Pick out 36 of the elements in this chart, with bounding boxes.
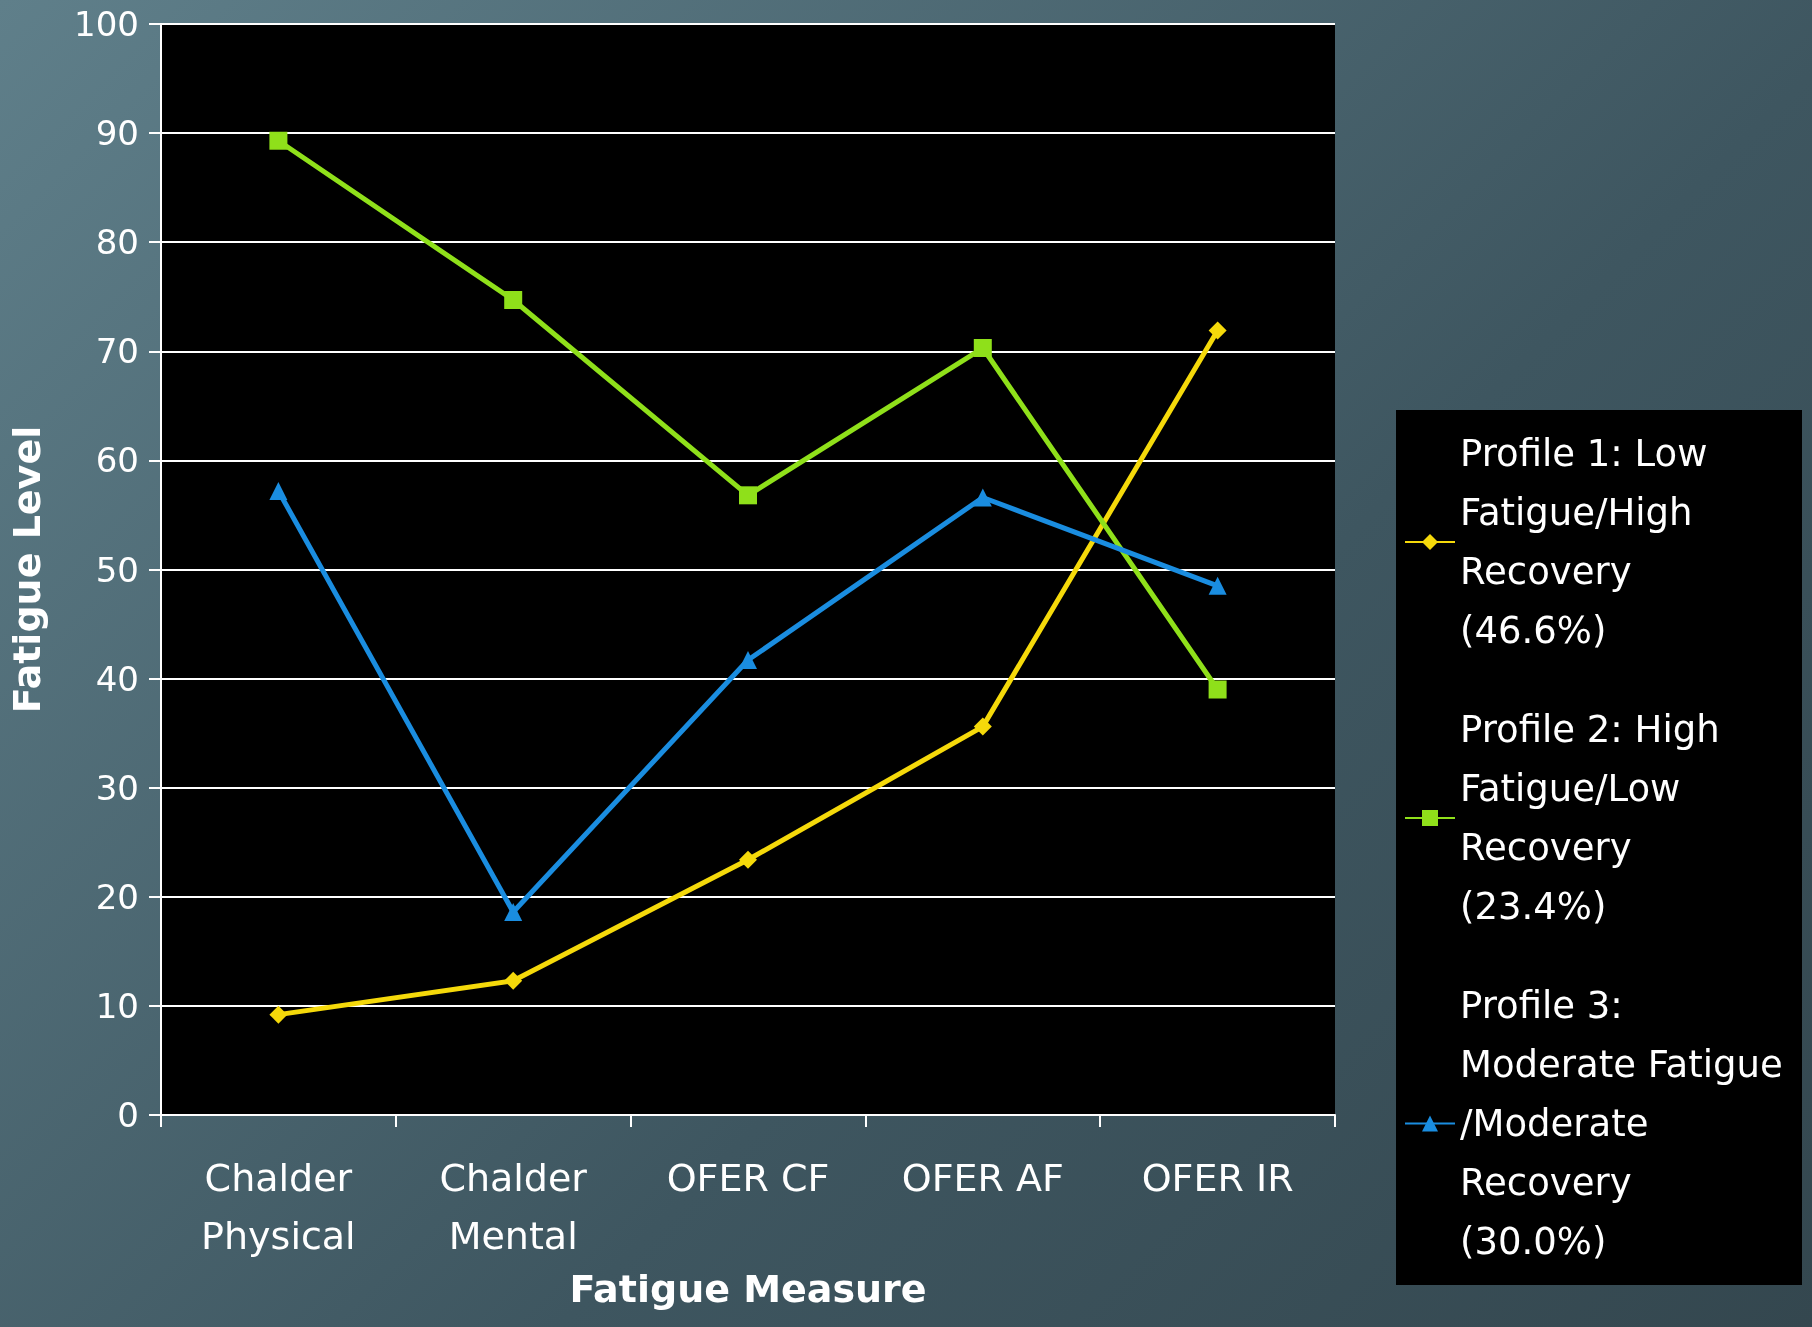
y-tick-label: 60 <box>95 440 139 481</box>
point <box>739 651 757 670</box>
point <box>739 486 757 505</box>
y-tick-label: 40 <box>95 658 139 699</box>
legend-label: Profile 2: High Fatigue/Low Recovery (23.4%) <box>1460 708 1732 928</box>
point <box>504 903 523 922</box>
y-tick-label: 50 <box>95 549 139 590</box>
y-tick-label: 20 <box>95 876 139 917</box>
point <box>1208 321 1227 340</box>
point <box>973 717 992 736</box>
x-tick-label: Chalder Physical <box>201 1156 356 1258</box>
y-axis-title: Fatigue Level <box>5 425 49 714</box>
point <box>739 850 757 869</box>
point <box>504 291 523 310</box>
x-tick-label: Chalder Mental <box>439 1156 588 1258</box>
legend-label: Profile 3: Moderate Fatigue/Moderate Recovery (30.0%) <box>1460 984 1783 1263</box>
y-tick-label: 70 <box>95 331 139 372</box>
point <box>1208 576 1227 595</box>
y-tick-label: 100 <box>74 4 139 44</box>
x-tick-label: OFER AF <box>901 1156 1064 1200</box>
y-tick-label: 0 <box>117 1095 139 1135</box>
point <box>269 1005 288 1024</box>
y-tick-label: 80 <box>95 222 139 263</box>
point <box>269 131 288 150</box>
x-axis-title: Fatigue Measure <box>569 1267 927 1311</box>
point <box>973 339 992 358</box>
legend-label: Profile 1: Low Fatigue/High Recovery (46.6%) <box>1460 432 1720 652</box>
point <box>504 971 523 990</box>
y-tick-label: 30 <box>95 767 139 808</box>
y-tick-label: 10 <box>95 985 139 1026</box>
point <box>1208 680 1227 699</box>
x-tick-label: OFER IR <box>1141 1156 1294 1200</box>
x-tick-label: OFER CF <box>666 1156 830 1200</box>
point <box>973 488 992 507</box>
y-tick-label: 90 <box>95 113 139 154</box>
point <box>269 481 288 500</box>
